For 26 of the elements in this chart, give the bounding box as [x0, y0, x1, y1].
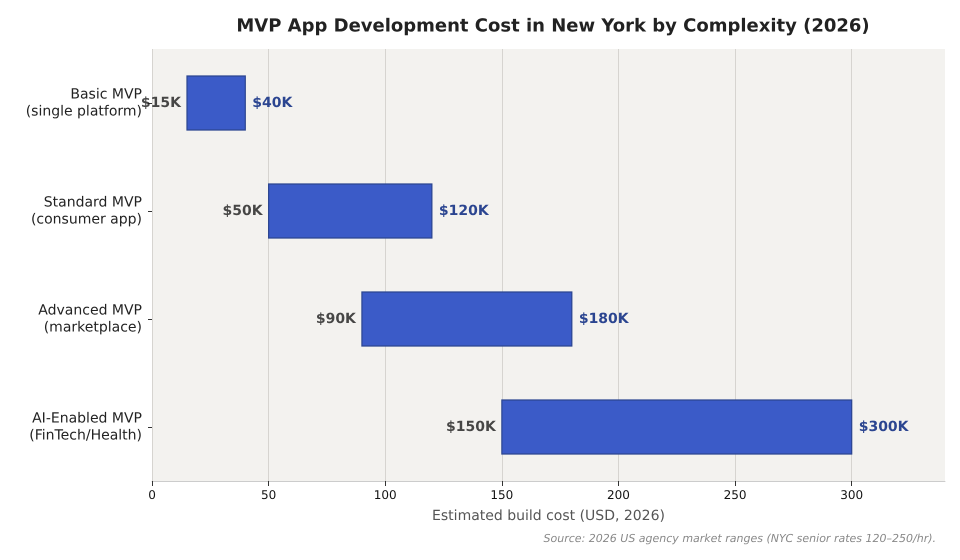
- x-tick-label: 200: [607, 488, 630, 502]
- data-label: $40K: [252, 95, 294, 111]
- bar: [361, 291, 572, 347]
- y-tick-label: Standard MVP (consumer app): [30, 194, 142, 228]
- data-label: $300K: [858, 419, 910, 435]
- y-tick-label: AI-Enabled MVP (FinTech/Health): [29, 410, 142, 444]
- y-tick-label: Advanced MVP (marketplace): [38, 302, 142, 336]
- x-tick-label: 0: [148, 488, 156, 502]
- y-tick-label: Basic MVP (single platform): [26, 86, 142, 120]
- bar: [186, 75, 246, 131]
- x-tick-label: 100: [374, 488, 397, 502]
- annotation: $90K: [316, 311, 358, 327]
- x-tick-label: 150: [490, 488, 514, 502]
- x-tick-label: 300: [840, 488, 864, 502]
- bar: [268, 183, 432, 239]
- chart-title: MVP App Development Cost in New York by Complexity (2026): [236, 16, 870, 36]
- data-label: $120K: [438, 203, 490, 219]
- annotation: $15K: [140, 95, 182, 111]
- x-tick-label: 50: [260, 488, 276, 502]
- annotation: $150K: [446, 419, 497, 435]
- source-note: Source: 2026 US agency market ranges (NYC senior rates 120–250/hr).: [544, 532, 936, 545]
- x-tick-label: 250: [724, 488, 747, 502]
- bar: [501, 399, 852, 455]
- x-axis-title: Estimated build cost (USD, 2026): [432, 508, 665, 524]
- annotation: $50K: [222, 203, 264, 219]
- data-label: $180K: [578, 311, 630, 327]
